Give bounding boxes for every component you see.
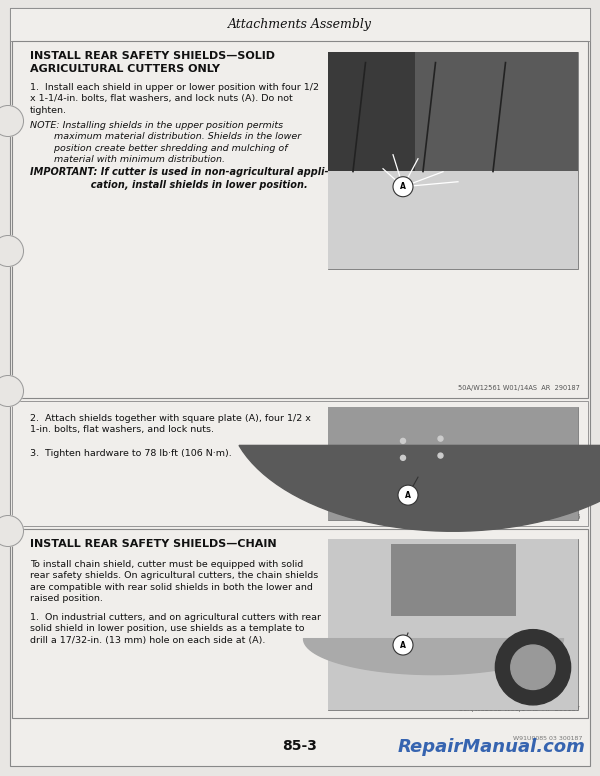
Bar [328,539,578,710]
Text: 2.  Attach shields together with square plate (A), four 1/2 x
1-in. bolts, flat : 2. Attach shields together with square p… [30,414,311,435]
Circle shape [0,235,23,266]
Text: 50A/W32562 W01/14AS  AT  290187: 50A/W32562 W01/14AS AT 290187 [459,706,580,712]
Text: 50A/W12561 W01/14AS  AR  290187: 50A/W12561 W01/14AS AR 290187 [458,385,580,391]
Text: A: A [400,182,406,191]
Text: To install chain shield, cutter must be equipped with solid
rear safety shields.: To install chain shield, cutter must be … [30,560,318,604]
Text: 50A/W9264 W01/14AS  AS  281086: 50A/W9264 W01/14AS AS 281086 [463,514,580,520]
Circle shape [401,438,406,443]
Text: W91U0085 03 300187: W91U0085 03 300187 [512,736,582,742]
Bar [391,544,515,616]
Text: NOTE: Installing shields in the upper position permits
        maximum material : NOTE: Installing shields in the upper po… [30,121,301,165]
Circle shape [393,177,413,197]
Text: A: A [400,640,406,650]
Circle shape [0,515,23,546]
Text: 3.  Tighten hardware to 78 lb·ft (106 N·m).: 3. Tighten hardware to 78 lb·ft (106 N·m… [30,449,232,458]
Bar [10,8,590,41]
Text: 85-3: 85-3 [283,739,317,753]
Text: INSTALL REAR SAFETY SHIELDS—CHAIN: INSTALL REAR SAFETY SHIELDS—CHAIN [30,539,277,549]
Circle shape [438,436,443,441]
Text: RepairManual.com: RepairManual.com [397,738,585,756]
Bar [328,52,578,269]
Bar [328,407,578,520]
Text: 1.  Install each shield in upper or lower position with four 1/2
x 1-1/4-in. bol: 1. Install each shield in upper or lower… [30,83,319,115]
Bar [328,52,415,171]
Circle shape [398,485,418,505]
Text: IMPORTANT: If cutter is used in non-agricultural appli-
                  cation: IMPORTANT: If cutter is used in non-agri… [30,167,329,190]
Bar [12,529,588,718]
Bar [12,401,588,526]
Circle shape [438,453,443,458]
Bar [328,539,578,710]
Bar [328,52,578,171]
Text: Attachments Assembly: Attachments Assembly [228,18,372,31]
Circle shape [496,629,571,705]
Circle shape [0,376,23,407]
Circle shape [511,645,555,690]
Text: INSTALL REAR SAFETY SHIELDS—SOLID
AGRICULTURAL CUTTERS ONLY: INSTALL REAR SAFETY SHIELDS—SOLID AGRICU… [30,51,275,74]
Polygon shape [239,445,600,532]
Circle shape [401,456,406,460]
Bar [328,407,578,520]
Bar [328,171,578,269]
Bar [12,41,588,398]
Text: 1.  On industrial cutters, and on agricultural cutters with rear
solid shield in: 1. On industrial cutters, and on agricul… [30,613,321,645]
Circle shape [0,106,23,137]
Circle shape [393,635,413,655]
Text: A: A [405,490,411,500]
